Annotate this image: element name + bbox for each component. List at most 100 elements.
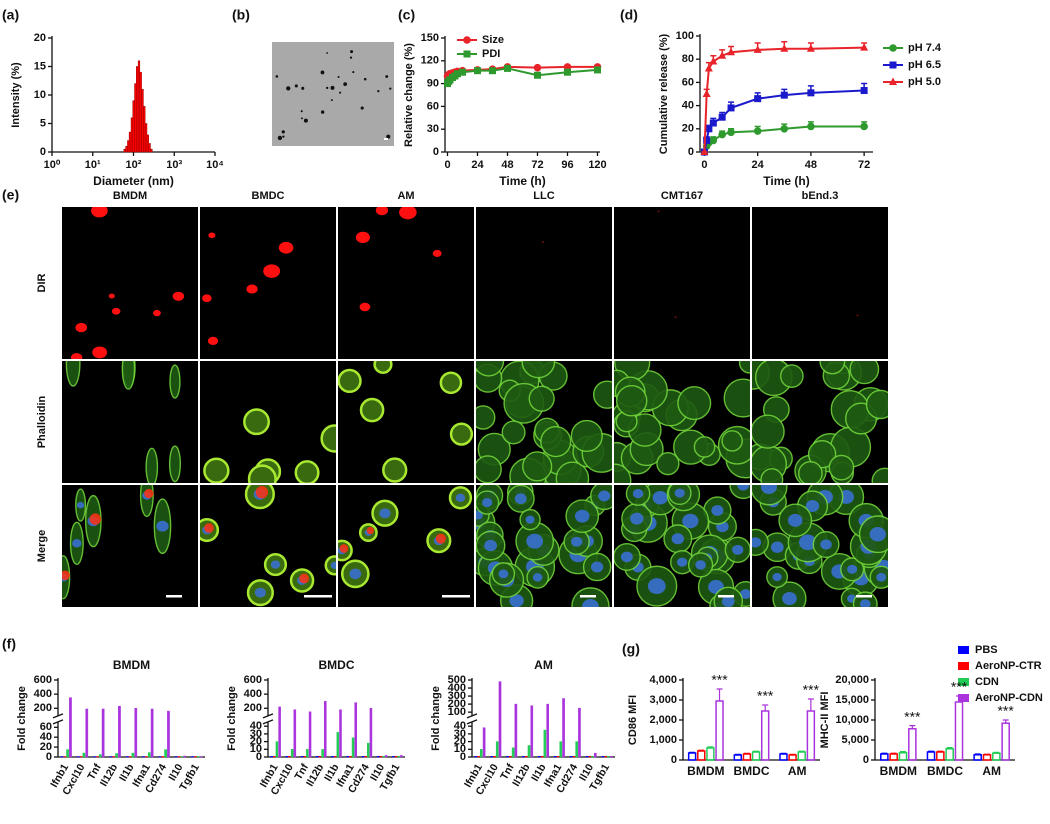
bar <box>477 755 480 758</box>
x-tick-label: 10⁰ <box>44 159 61 171</box>
bar <box>706 747 715 761</box>
error-bar <box>734 753 741 755</box>
y-tick-label: 15 <box>34 60 46 72</box>
bar <box>339 709 342 758</box>
bar <box>364 755 367 758</box>
axis-break <box>466 713 478 725</box>
panel-label: (f) <box>2 636 16 652</box>
cell-body <box>656 451 680 476</box>
bar <box>300 755 304 758</box>
bar <box>394 755 398 758</box>
bar <box>308 711 312 758</box>
axis-break <box>262 713 274 725</box>
bar <box>575 741 578 758</box>
bar <box>101 708 105 758</box>
y-tick-label: 15,000 <box>835 694 869 706</box>
y-axis-label: Fold change <box>430 686 442 751</box>
y-tick-label: 10,000 <box>835 714 869 726</box>
x-tick-label: 0 <box>444 159 450 171</box>
line <box>703 89 865 153</box>
row-label: DIR <box>36 273 48 292</box>
histogram-bar <box>137 60 141 153</box>
bar <box>522 755 525 758</box>
cell-body <box>476 455 502 483</box>
bar <box>992 752 1001 761</box>
column-header: AM <box>397 190 414 202</box>
bar <box>715 700 724 761</box>
histogram-bar <box>146 134 149 153</box>
particle <box>277 135 283 141</box>
micrograph <box>62 485 198 607</box>
legend-swatch <box>958 694 969 702</box>
legend-label: PBS <box>975 644 998 656</box>
y-tick-label: 20 <box>250 736 262 748</box>
cell-body <box>540 426 572 458</box>
histogram-bar <box>125 146 128 153</box>
column-header: bEnd.3 <box>802 190 839 202</box>
nucleus <box>711 505 724 516</box>
nucleus <box>498 569 509 579</box>
panel-label: (g) <box>622 641 640 657</box>
bar <box>546 703 549 758</box>
nucleus <box>574 509 590 523</box>
dir-signal <box>75 322 88 333</box>
y-axis-label: Intensity (%) <box>10 62 22 128</box>
x-tick-label: 120 <box>588 159 606 171</box>
dir-signal <box>435 533 446 544</box>
error-bar <box>937 750 944 752</box>
y-tick-label: 60 <box>427 100 439 112</box>
micrograph <box>338 485 474 607</box>
micrograph-background <box>476 207 612 359</box>
marker <box>860 122 868 131</box>
nucleus <box>869 526 886 542</box>
particle <box>350 50 354 54</box>
y-tick-label: 90 <box>427 78 439 90</box>
error-bar <box>900 751 906 753</box>
bar <box>376 755 380 758</box>
dir-signal <box>92 346 108 359</box>
y-tick-label: 0 <box>46 751 52 763</box>
y-tick-label: 5,000 <box>841 734 869 746</box>
nucleus <box>525 515 535 524</box>
y-tick-label: 10 <box>250 743 262 755</box>
dir-signal <box>91 207 108 218</box>
y-tick-label: 200 <box>448 698 466 710</box>
x-tick-label: 10⁴ <box>206 159 224 171</box>
error-bar <box>689 751 696 753</box>
column-header: LLC <box>533 190 554 202</box>
cell-body <box>752 485 788 506</box>
axis-break <box>52 713 64 725</box>
y-tick-label: 2,000 <box>649 714 677 726</box>
axis-break <box>467 715 477 722</box>
cell-body <box>145 447 159 483</box>
bar <box>270 755 273 758</box>
nucleus <box>620 551 633 563</box>
bar <box>898 752 908 761</box>
histogram-bar <box>150 148 153 153</box>
cell-body <box>247 464 277 483</box>
cell-body <box>168 445 182 483</box>
marker <box>489 67 496 75</box>
bar <box>98 754 102 758</box>
bar <box>82 752 86 758</box>
panel-label: (a) <box>2 7 19 23</box>
bar <box>367 742 370 758</box>
error-bar <box>780 752 787 754</box>
cell-body <box>693 436 716 458</box>
cell-body <box>865 389 888 420</box>
marker <box>703 136 711 144</box>
nucleus <box>770 541 784 553</box>
nucleus <box>254 587 266 598</box>
bar <box>973 754 982 761</box>
panel-label: (b) <box>232 7 250 23</box>
y-tick-label: 20,000 <box>835 674 869 686</box>
x-tick-label: 72 <box>531 159 543 171</box>
chart-title: AM <box>534 658 553 672</box>
row-label: Merge <box>36 530 48 562</box>
cell-body <box>449 422 474 446</box>
marker <box>727 47 736 56</box>
error-bar <box>698 749 705 751</box>
scale-bar <box>718 595 734 598</box>
nucleus <box>598 490 611 502</box>
error-bar <box>807 698 814 711</box>
